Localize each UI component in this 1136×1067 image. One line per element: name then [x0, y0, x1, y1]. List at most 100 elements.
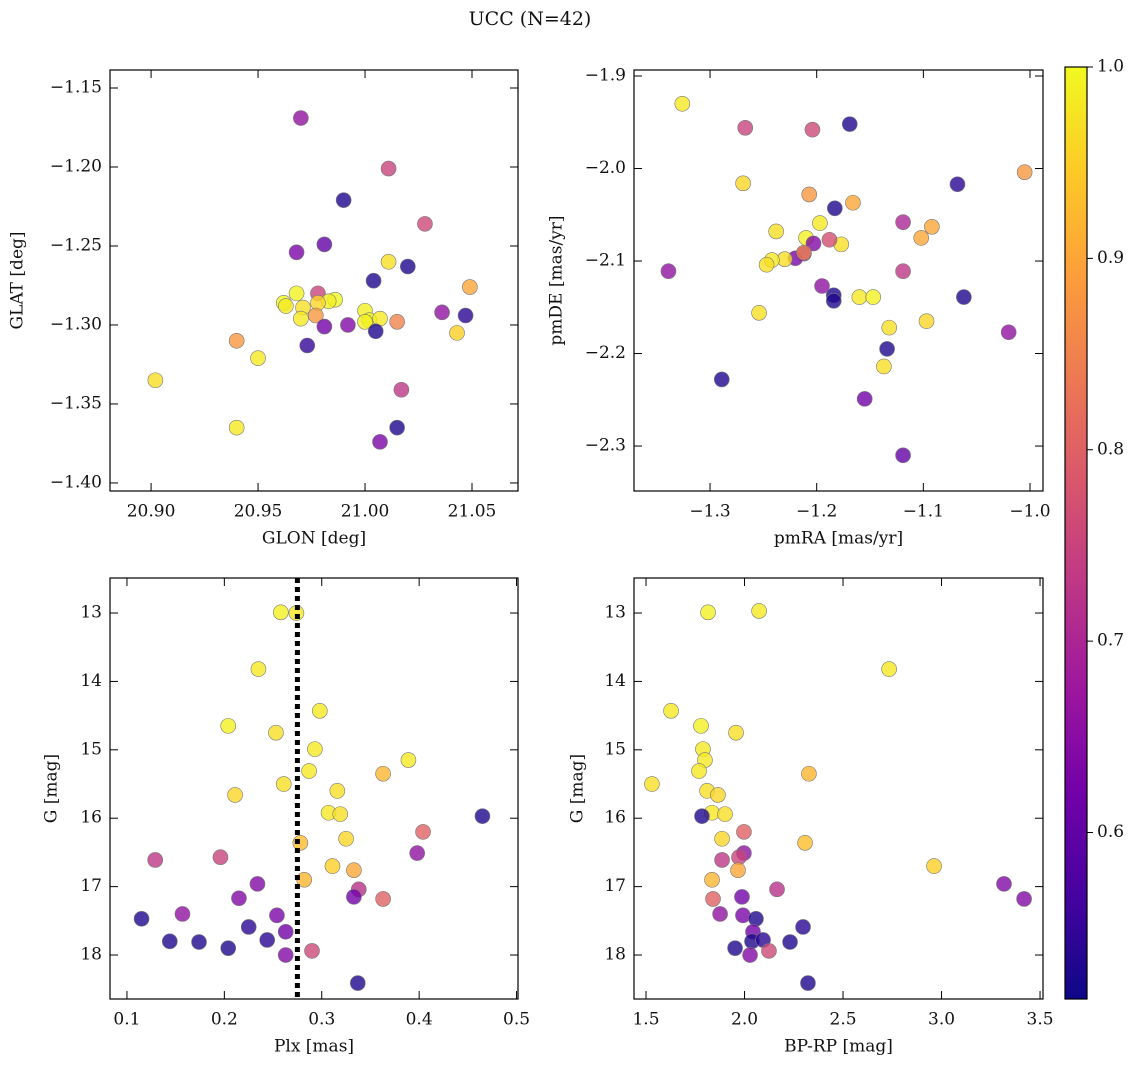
- star-point: [926, 858, 942, 874]
- star-point: [231, 890, 247, 907]
- star-point: [409, 845, 425, 861]
- y-tick-label: 16: [80, 808, 102, 828]
- star-point: [751, 305, 767, 321]
- star-point: [250, 350, 266, 366]
- x-tick-label: 2.5: [830, 1010, 857, 1030]
- y-axis-label: GLAT [deg]: [8, 231, 28, 329]
- x-tick-label: 3.0: [928, 1010, 955, 1030]
- star-point: [712, 906, 728, 922]
- star-point: [372, 434, 388, 450]
- star-point: [174, 906, 191, 922]
- star-point: [316, 236, 333, 253]
- panel: 0.1 0.2 0.3 0.4 0.5 13 14 15 16 17 18 Plx [mas] G [m…: [42, 577, 530, 1057]
- star-point: [1016, 891, 1032, 907]
- star-point: [827, 200, 843, 217]
- star-point: [400, 258, 416, 275]
- star-point: [924, 218, 940, 235]
- star-point: [316, 318, 333, 335]
- x-tick-label: 0.2: [211, 1010, 238, 1030]
- star-point: [474, 808, 491, 824]
- star-point: [147, 372, 164, 389]
- star-point: [881, 319, 898, 336]
- star-point: [812, 215, 828, 231]
- plot-frame: [109, 577, 519, 1000]
- star-point: [462, 279, 478, 295]
- star-point: [895, 447, 911, 464]
- star-point: [674, 95, 691, 112]
- star-point: [881, 661, 897, 677]
- star-point: [727, 940, 743, 956]
- star-point: [714, 852, 730, 868]
- y-tick-label: −1.20: [50, 156, 102, 176]
- panel: 20.90 20.95 21.00 21.05 −1.15 −1.20 −1.25 −1.30…: [8, 69, 519, 549]
- star-point: [956, 289, 972, 305]
- star-point: [380, 160, 397, 177]
- x-tick-label: 0.5: [503, 1010, 530, 1030]
- plot-frame: [109, 69, 519, 492]
- star-point: [375, 891, 391, 907]
- x-tick-label: 20.90: [127, 502, 176, 522]
- star-point: [700, 604, 716, 621]
- y-tick-label: 14: [604, 671, 626, 691]
- x-tick-label: 20.95: [234, 502, 283, 522]
- star-point: [660, 263, 677, 280]
- star-point: [704, 871, 720, 888]
- x-tick-label: 2.0: [731, 1010, 758, 1030]
- star-point: [879, 341, 895, 357]
- x-tick-label: −1.1: [903, 502, 944, 522]
- plot-frame: [633, 69, 1044, 492]
- star-point: [761, 943, 777, 959]
- star-point: [250, 661, 267, 677]
- star-point: [796, 244, 812, 261]
- star-point: [329, 783, 346, 799]
- star-point: [308, 307, 324, 324]
- star-point: [293, 110, 309, 126]
- star-point: [918, 313, 935, 329]
- star-point: [804, 121, 821, 138]
- star-point: [801, 186, 818, 203]
- star-point: [693, 718, 709, 734]
- x-tick-label: 0.4: [406, 1010, 433, 1030]
- star-point: [340, 317, 356, 333]
- star-point: [717, 806, 733, 822]
- x-tick-label: 3.5: [1027, 1010, 1054, 1030]
- x-axis-label: GLON [deg]: [262, 529, 366, 549]
- x-axis-label: pmRA [mas/yr]: [774, 529, 903, 549]
- colorbar-tick-label: 0.8: [1097, 439, 1124, 459]
- star-point: [304, 943, 320, 959]
- star-point: [307, 741, 323, 757]
- star-point: [365, 272, 382, 289]
- star-point: [748, 910, 764, 927]
- star-point: [949, 176, 966, 193]
- star-point: [228, 419, 245, 436]
- star-point: [996, 876, 1012, 892]
- y-tick-label: 16: [604, 808, 626, 828]
- star-point: [147, 852, 163, 868]
- y-tick-label: −2.3: [585, 436, 626, 456]
- star-point: [457, 307, 474, 324]
- star-point: [332, 806, 349, 822]
- star-point: [299, 337, 316, 354]
- star-point: [782, 934, 798, 950]
- y-axis-label: pmDE [mas/yr]: [547, 215, 567, 345]
- star-point: [277, 947, 294, 963]
- panel: −1.3 −1.2 −1.1 −1.0 −1.9 −2.0 −2.1 −2.2 −2.3 pmRA…: [547, 66, 1051, 549]
- star-point: [349, 975, 366, 991]
- star-point: [742, 947, 758, 963]
- x-axis-label: Plx [mas]: [274, 1037, 354, 1057]
- star-point: [644, 776, 660, 792]
- y-tick-label: −1.15: [50, 78, 102, 98]
- colorbar-tick-label: 0.9: [1097, 248, 1124, 268]
- star-point: [288, 244, 305, 261]
- star-point: [357, 314, 373, 330]
- star-point: [449, 325, 465, 341]
- star-point: [311, 703, 328, 719]
- panel: 1.5 2.0 2.5 3.0 3.5 13 14 15 16 17 18 BP-RP [mag] G …: [568, 577, 1054, 1057]
- star-point: [710, 787, 726, 803]
- star-point: [338, 830, 354, 847]
- star-point: [275, 776, 292, 792]
- star-point: [240, 919, 257, 935]
- y-tick-label: 15: [80, 739, 102, 759]
- star-point: [1016, 164, 1033, 181]
- star-point: [220, 940, 237, 956]
